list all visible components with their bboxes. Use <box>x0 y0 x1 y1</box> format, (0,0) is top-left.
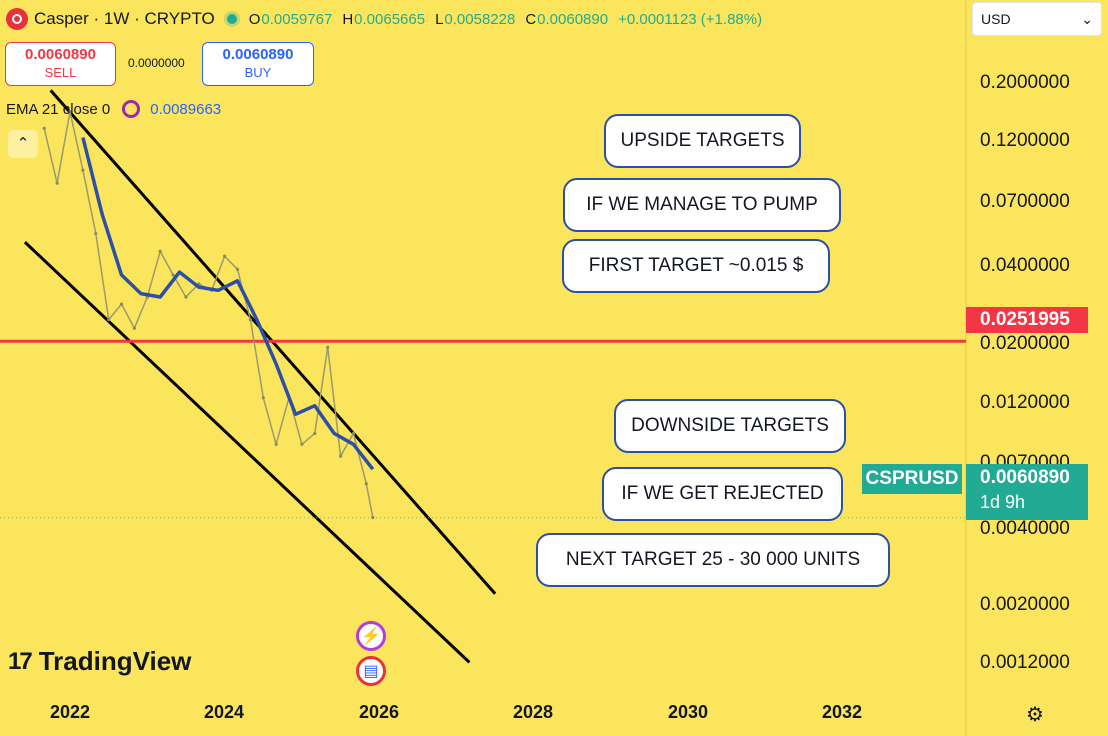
rejection-condition-note[interactable]: IF WE GET REJECTED <box>602 467 843 521</box>
currency-select[interactable]: USD ⌄ <box>972 2 1102 36</box>
tradingview-mark-icon: 17 <box>8 647 33 675</box>
upside-targets-note[interactable]: UPSIDE TARGETS <box>604 114 801 168</box>
change-value: +0.0001123 (+1.88%) <box>618 10 763 28</box>
time-axis-label: 2022 <box>49 702 91 722</box>
open-value: 0.0059767 <box>261 10 333 28</box>
open-key: O <box>248 10 261 28</box>
first-target-note[interactable]: FIRST TARGET ~0.015 $ <box>562 239 830 293</box>
price-axis-label: 0.0700000 <box>980 191 1070 212</box>
ema-loading-icon <box>122 100 141 118</box>
tradingview-wordmark: TradingView <box>38 646 192 676</box>
chart-header: Casper · 1W · CRYPTO O0.0059767 H0.00656… <box>6 6 762 32</box>
price-point <box>68 110 72 114</box>
last-price-value: 0.0060890 <box>980 467 1070 488</box>
price-point <box>326 345 330 349</box>
lightning-event-icon[interactable]: ⚡ <box>356 621 386 651</box>
price-point <box>94 231 98 236</box>
sell-price: 0.0060890 <box>25 46 96 63</box>
price-axis-label: 0.0120000 <box>980 392 1070 413</box>
price-point <box>261 396 265 400</box>
tradingview-logo[interactable]: 17 TradingView <box>8 646 191 677</box>
last-price-label: 0.0060890 1d 9h <box>966 464 1088 520</box>
downside-targets-note[interactable]: DOWNSIDE TARGETS <box>614 399 846 453</box>
low-key: L <box>435 10 444 28</box>
price-point <box>184 295 188 299</box>
price-point <box>274 442 278 446</box>
price-point <box>235 267 240 271</box>
ohlc-values: O0.0059767 H0.0065665 L0.0058228 C0.0060… <box>249 11 762 28</box>
price-axis-label: 0.0200000 <box>980 333 1070 354</box>
buy-button[interactable]: 0.0060890 BUY <box>202 42 314 86</box>
chevron-down-icon: ⌄ <box>1081 10 1093 27</box>
time-axis-label: 2030 <box>667 702 709 722</box>
price-point <box>338 454 343 458</box>
bar-countdown: 1d 9h <box>980 492 1026 512</box>
high-key: H <box>342 10 354 28</box>
price-point <box>223 254 227 258</box>
price-point <box>248 318 252 322</box>
ema-legend[interactable]: EMA 21 close 0 0.0089663 <box>6 100 221 118</box>
symbol-tag: CSPRUSD <box>862 464 962 494</box>
ema-label: EMA 21 close 0 <box>6 100 111 118</box>
channel-lower-line <box>23 241 471 664</box>
price-point <box>158 249 162 253</box>
gear-icon[interactable]: ⚙ <box>1026 704 1044 726</box>
price-point <box>351 431 356 436</box>
price-point <box>81 168 85 172</box>
price-axis-label: 0.0020000 <box>980 594 1070 615</box>
close-value: 0.0060890 <box>537 10 609 28</box>
ema-line <box>81 137 375 471</box>
time-axis-label: 2032 <box>821 702 863 722</box>
sell-button[interactable]: 0.0060890 SELL <box>5 42 116 86</box>
sell-label: SELL <box>44 65 77 80</box>
symbol-title[interactable]: Casper · 1W · CRYPTO <box>34 9 215 28</box>
time-axis-label: 2024 <box>203 702 245 722</box>
price-point <box>364 482 368 486</box>
time-axis-label: 2028 <box>512 702 554 722</box>
currency-value: USD <box>981 11 1011 27</box>
price-point <box>132 326 137 330</box>
next-target-note[interactable]: NEXT TARGET 25 - 30 000 UNITS <box>536 533 890 587</box>
spread-value: 0.0000000 <box>128 56 185 70</box>
price-point <box>371 515 375 520</box>
low-value: 0.0058228 <box>444 10 516 28</box>
pump-condition-note[interactable]: IF WE MANAGE TO PUMP <box>563 178 841 232</box>
price-axis-label: 0.0040000 <box>980 518 1070 539</box>
close-key: C <box>525 10 537 28</box>
price-point <box>107 318 111 322</box>
resistance-price-label: 0.0251995 <box>966 307 1088 333</box>
buy-price: 0.0060890 <box>222 46 294 63</box>
price-point <box>313 431 317 436</box>
price-point <box>171 273 175 277</box>
price-point <box>300 442 304 446</box>
buy-label: BUY <box>244 65 272 80</box>
high-value: 0.0065665 <box>354 10 426 28</box>
market-status-icon <box>226 14 237 24</box>
ema-value: 0.0089663 <box>150 100 222 118</box>
casper-logo-icon <box>6 8 28 30</box>
us-flag-event-icon[interactable]: ▤ <box>356 656 386 686</box>
price-axis-label: 0.0400000 <box>980 255 1070 276</box>
price-axis-label: 0.1200000 <box>980 130 1070 151</box>
price-axis-label: 0.2000000 <box>980 72 1070 93</box>
price-point <box>55 181 59 185</box>
time-axis-label: 2026 <box>358 702 400 722</box>
collapse-legend-button[interactable]: ⌃ <box>8 130 38 158</box>
price-point <box>119 302 124 306</box>
price-point <box>42 126 46 130</box>
price-axis-label: 0.0012000 <box>980 652 1070 673</box>
